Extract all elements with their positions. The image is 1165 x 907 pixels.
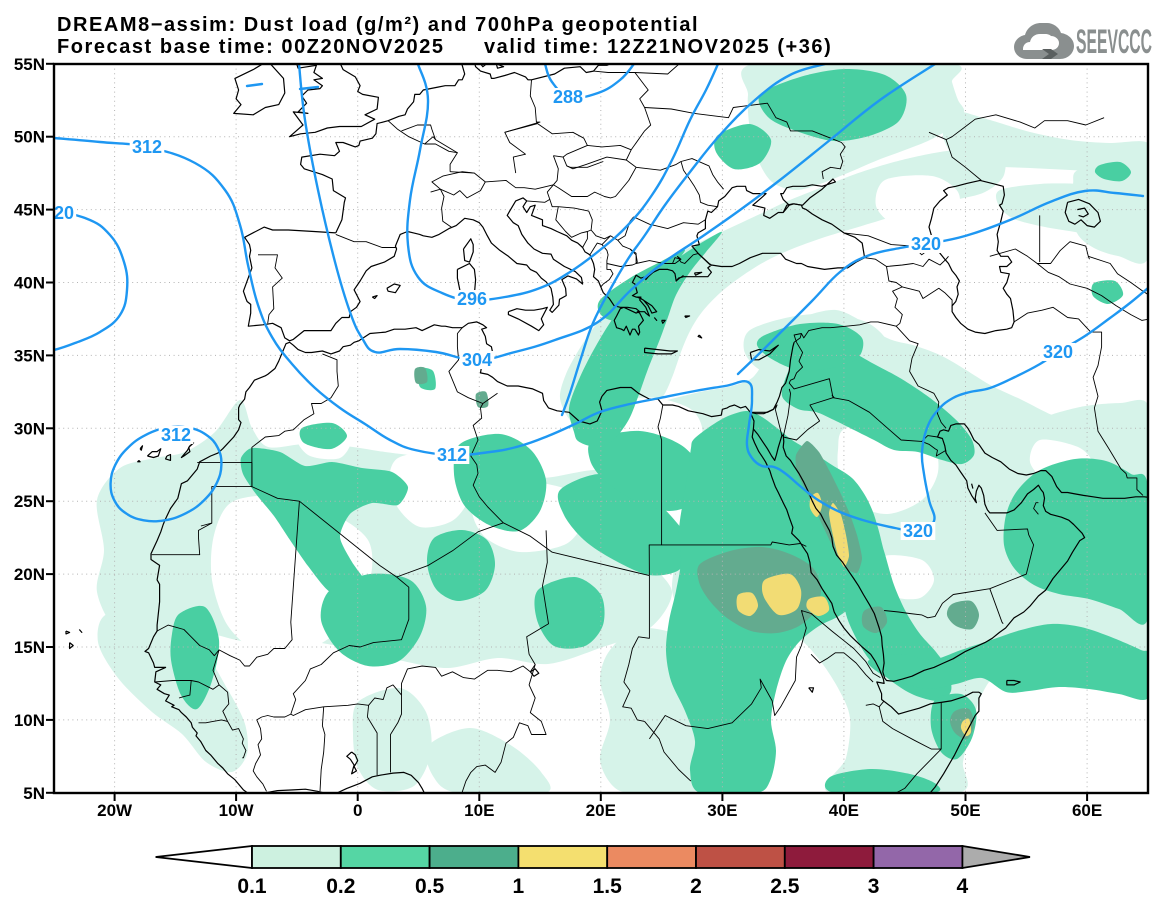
svg-text:10W: 10W bbox=[219, 801, 255, 820]
svg-text:2: 2 bbox=[690, 875, 702, 898]
svg-text:10E: 10E bbox=[464, 801, 494, 820]
svg-text:valid time: 12Z21NOV2025 (+36): valid time: 12Z21NOV2025 (+36) bbox=[484, 36, 832, 58]
svg-text:1: 1 bbox=[513, 875, 525, 898]
svg-text:312: 312 bbox=[161, 425, 191, 445]
svg-text:40E: 40E bbox=[829, 801, 859, 820]
svg-text:312: 312 bbox=[132, 137, 162, 157]
svg-text:0.5: 0.5 bbox=[415, 875, 445, 898]
svg-text:55N: 55N bbox=[14, 55, 45, 74]
svg-text:20: 20 bbox=[54, 203, 74, 223]
svg-text:0.1: 0.1 bbox=[237, 875, 267, 898]
svg-text:60E: 60E bbox=[1072, 801, 1102, 820]
svg-text:50N: 50N bbox=[14, 128, 45, 147]
svg-text:35N: 35N bbox=[14, 346, 45, 365]
svg-text:0: 0 bbox=[353, 801, 362, 820]
svg-text:320: 320 bbox=[1043, 342, 1073, 362]
svg-text:320: 320 bbox=[903, 521, 933, 541]
svg-text:20E: 20E bbox=[586, 801, 616, 820]
svg-text:1.5: 1.5 bbox=[593, 875, 623, 898]
svg-text:288: 288 bbox=[553, 87, 583, 107]
svg-text:15N: 15N bbox=[14, 638, 45, 657]
svg-text:4: 4 bbox=[957, 875, 969, 898]
svg-text:20W: 20W bbox=[97, 801, 133, 820]
svg-text:20N: 20N bbox=[14, 565, 45, 584]
svg-text:296: 296 bbox=[457, 289, 487, 309]
svg-text:312: 312 bbox=[437, 445, 467, 465]
svg-text:2.5: 2.5 bbox=[770, 875, 800, 898]
svg-text:304: 304 bbox=[462, 350, 492, 370]
svg-text:25N: 25N bbox=[14, 492, 45, 511]
svg-text:40N: 40N bbox=[14, 274, 45, 293]
svg-text:45N: 45N bbox=[14, 201, 45, 220]
svg-text:SEEVCCC: SEEVCCC bbox=[1076, 23, 1152, 61]
svg-text:10N: 10N bbox=[14, 711, 45, 730]
svg-text:30N: 30N bbox=[14, 419, 45, 438]
svg-text:0.2: 0.2 bbox=[326, 875, 355, 898]
svg-text:3: 3 bbox=[868, 875, 880, 898]
svg-text:Forecast base time: 00Z20NOV20: Forecast base time: 00Z20NOV2025 bbox=[57, 36, 445, 58]
svg-text:DREAM8−assim: Dust load (g/m²): DREAM8−assim: Dust load (g/m²) and 700hP… bbox=[57, 14, 699, 36]
svg-text:5N: 5N bbox=[23, 784, 45, 803]
svg-text:30E: 30E bbox=[707, 801, 737, 820]
svg-text:50E: 50E bbox=[950, 801, 980, 820]
svg-text:320: 320 bbox=[911, 234, 941, 254]
